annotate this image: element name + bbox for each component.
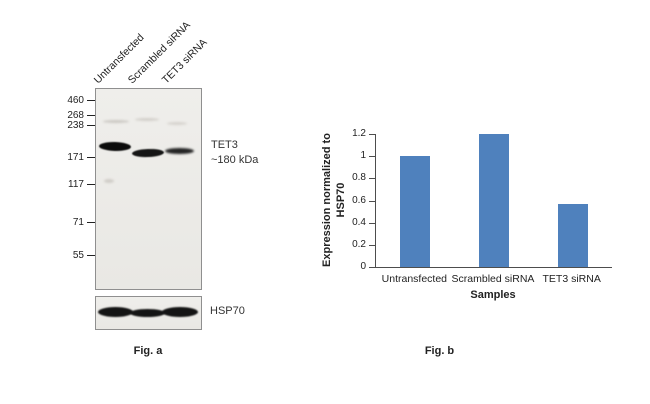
y-tick-label: 0.8 (352, 172, 366, 184)
main-blot-image (95, 88, 202, 290)
x-category-label: TET3 siRNA (542, 273, 601, 285)
y-tick (369, 267, 375, 268)
mw-marker: 117 (52, 178, 95, 190)
mw-marker: 171 (52, 151, 95, 163)
hsp70-band-lane-2 (130, 309, 165, 317)
bar-scrambled-sirna (479, 134, 509, 267)
mw-value: 55 (72, 249, 84, 261)
x-axis-title: Samples (470, 289, 516, 301)
fig-b-caption: Fig. b (424, 345, 455, 357)
bar-untransfected (400, 156, 431, 267)
band-annotation: TET3 ~180 kDa (211, 138, 258, 168)
blot-smear (104, 179, 114, 183)
blot-smear (135, 118, 159, 121)
mw-value: 268 (67, 109, 84, 121)
hsp70-band-lane-3 (162, 307, 198, 317)
mw-value: 71 (72, 216, 84, 228)
mw-marker: 238 (52, 119, 95, 131)
mw-tick (87, 156, 95, 158)
y-tick (369, 156, 375, 158)
bar-tet3-sirna (557, 203, 588, 267)
loading-control-label: HSP70 (210, 305, 245, 317)
y-tick-label: 0 (360, 261, 366, 272)
mw-marker: 55 (52, 249, 95, 261)
mw-value: 171 (67, 151, 84, 163)
mw-marker: 268 (52, 109, 95, 121)
y-tick (369, 134, 375, 135)
y-tick (369, 178, 375, 180)
hsp70-band-lane-1 (98, 307, 133, 317)
y-tick (369, 222, 375, 224)
y-tick-label: 1.2 (352, 128, 366, 139)
y-tick (369, 200, 375, 202)
mw-value: 238 (67, 119, 84, 131)
mw-value: 460 (67, 94, 84, 106)
y-tick-label: 0.4 (352, 216, 366, 228)
mw-tick (87, 114, 95, 116)
mw-tick (87, 124, 95, 126)
mw-value: 117 (68, 178, 84, 190)
y-tick-label: 1 (360, 150, 366, 162)
y-tick (369, 244, 375, 246)
loading-control-blot-image (95, 296, 202, 330)
mw-tick (87, 183, 95, 185)
x-category-label: Untransfected (381, 273, 448, 285)
mw-marker: 460 (52, 94, 95, 106)
blot-smear (167, 122, 187, 125)
mw-tick (87, 99, 95, 101)
band-annotation-protein: TET3 (211, 139, 238, 151)
band-annotation-size: ~180 kDa (211, 154, 259, 166)
bar-plot-area (375, 134, 612, 268)
blot-smear (103, 120, 129, 123)
y-tick-label: 0.6 (352, 194, 366, 206)
mw-marker: 71 (52, 216, 95, 228)
fig-a-caption: Fig. a (133, 345, 163, 357)
mw-tick (87, 254, 95, 256)
x-category-label: Scrambled siRNA (451, 273, 535, 285)
tet3-band-lane-3 (165, 148, 194, 154)
y-tick-label: 0.2 (352, 238, 366, 250)
mw-tick (87, 221, 95, 223)
